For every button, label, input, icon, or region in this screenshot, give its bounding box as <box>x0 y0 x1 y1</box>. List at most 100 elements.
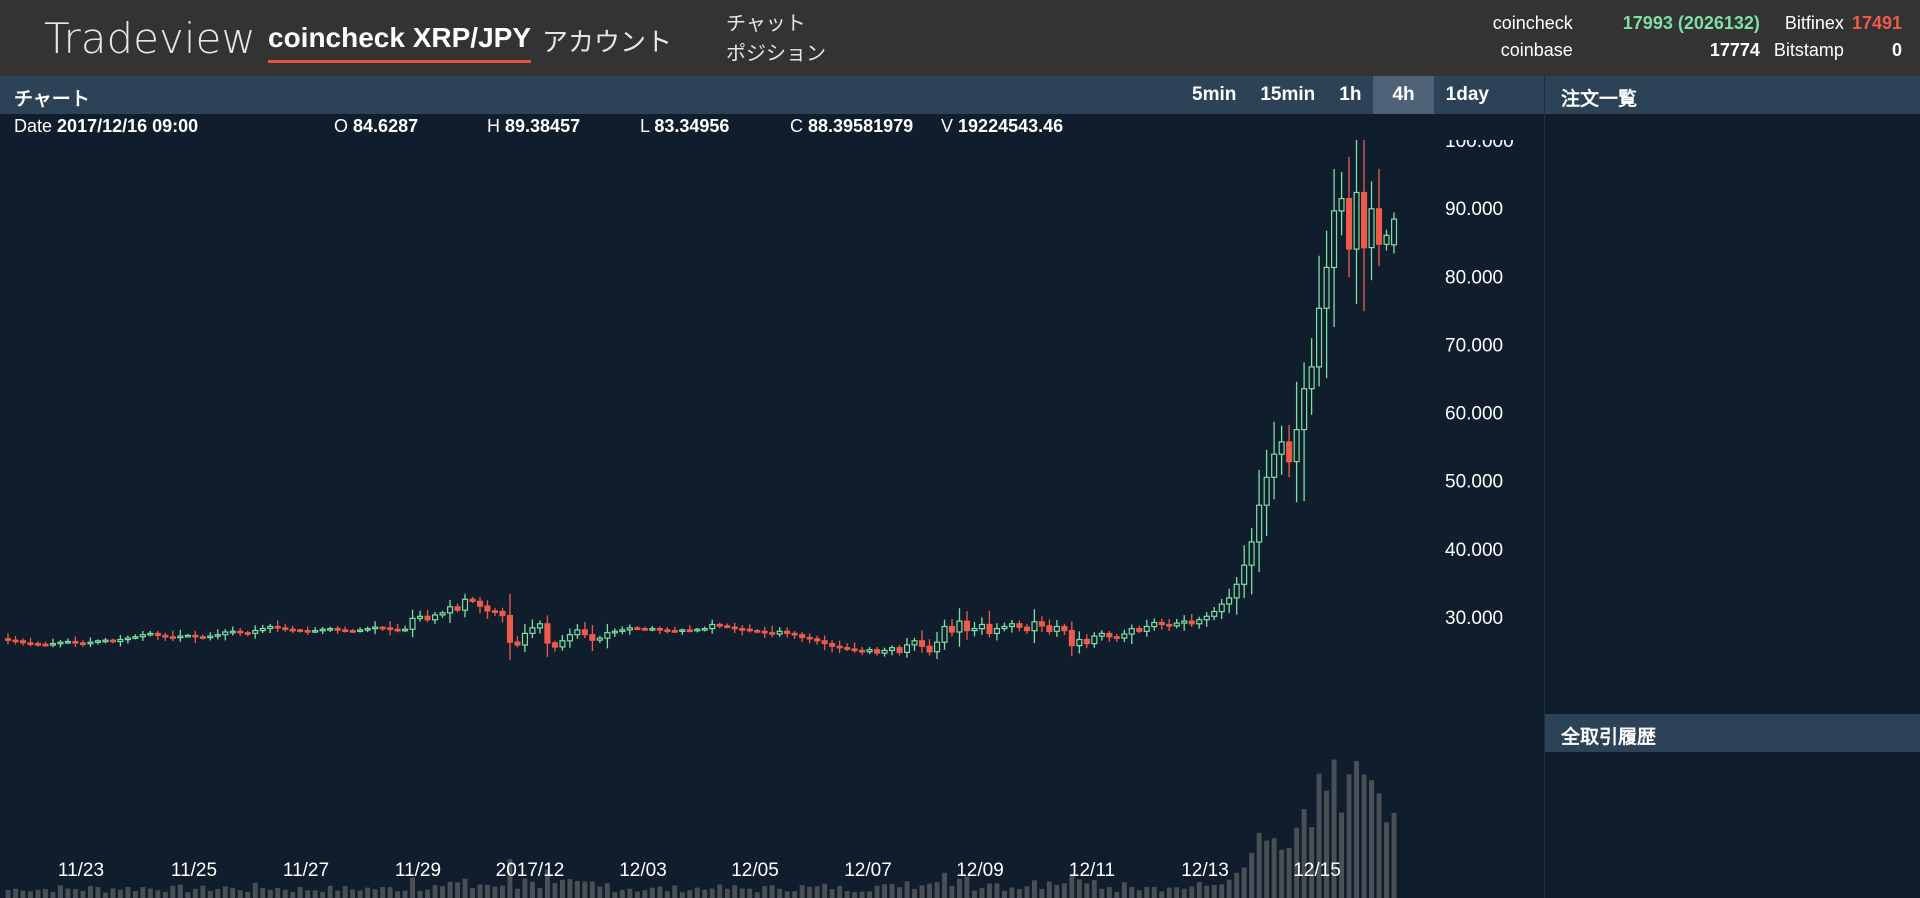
candle-up <box>124 637 131 641</box>
volume-bar <box>1316 773 1322 898</box>
volume-bar <box>252 882 258 898</box>
candle-up <box>1248 541 1255 566</box>
volume-bar <box>582 881 588 898</box>
interval-15min-button[interactable]: 15min <box>1260 84 1316 105</box>
volume-bar <box>327 885 333 898</box>
brand-logo[interactable]: Tradeview <box>44 14 256 63</box>
candle-up <box>993 628 1001 635</box>
volume-bar <box>1189 886 1195 898</box>
volume-bar <box>1121 882 1127 898</box>
candle-up <box>941 625 948 643</box>
low-value: 83.34956 <box>654 116 730 136</box>
volume-bar <box>207 890 213 898</box>
candle-up <box>933 641 941 653</box>
volume-bar <box>717 884 723 898</box>
volume-bar <box>447 881 453 898</box>
volume-bar <box>432 885 438 898</box>
candle-down <box>806 636 813 640</box>
volume-bar <box>1032 880 1037 898</box>
y-axis-tick-label: 90.000 <box>1445 199 1503 220</box>
candle-down <box>656 628 663 631</box>
candle-up <box>521 632 529 646</box>
candle-down <box>844 647 851 650</box>
nav-position-link[interactable]: ポジション <box>726 43 826 65</box>
volume-bar <box>792 891 798 898</box>
volume-label: V <box>941 116 954 136</box>
x-axis-tick-label: 2017/12 <box>496 860 565 881</box>
volume-bar <box>1114 891 1120 898</box>
tab-account[interactable]: アカウント <box>542 27 673 57</box>
exchange-name: coincheck <box>1492 13 1573 33</box>
volume-bar <box>305 890 311 898</box>
candle-up <box>694 628 701 632</box>
volume-bar <box>95 887 101 898</box>
volume-bar <box>410 877 415 898</box>
volume-bar <box>147 888 153 898</box>
volume-bar <box>1331 759 1337 898</box>
volume-bar <box>1017 889 1022 898</box>
candle-down <box>394 628 401 632</box>
volume-bar <box>1039 889 1045 898</box>
volume-bar <box>994 883 1000 898</box>
candlestick-chart[interactable]: 100.000 90.000 80.000 70.000 60.000 50.000 40.… <box>0 140 1544 898</box>
candle-up <box>1368 208 1375 249</box>
volume-bar <box>1166 887 1172 898</box>
candle-down <box>514 641 521 646</box>
volume-bar <box>1256 832 1262 898</box>
volume-bar <box>440 886 445 898</box>
candle-up <box>596 637 603 641</box>
candle-up <box>881 649 888 654</box>
candle-down <box>484 605 491 612</box>
volume-bar <box>747 888 753 898</box>
candle-up <box>207 635 214 639</box>
candle-down <box>544 623 551 644</box>
interval-1day-button[interactable]: 1day <box>1445 84 1489 105</box>
candle-up <box>1226 597 1233 605</box>
volume-bar <box>275 888 281 898</box>
side-panel: 注文一覧 全取引履歴 <box>1544 76 1920 898</box>
volume-bar <box>807 886 813 898</box>
candle-down <box>918 640 926 647</box>
interval-1h-button[interactable]: 1h <box>1339 84 1362 105</box>
volume-bar <box>1024 886 1030 898</box>
volume-bar <box>942 872 947 898</box>
volume-bar <box>1144 886 1150 898</box>
nav-chat-link[interactable]: チャット <box>726 13 806 35</box>
candle-up <box>1293 429 1300 463</box>
candle-up <box>956 620 963 633</box>
candle-down <box>42 643 49 647</box>
volume-bar <box>702 889 708 898</box>
candle-down <box>1158 621 1165 626</box>
volume-bar <box>43 889 48 898</box>
volume-bar <box>882 884 887 898</box>
candle-down <box>1046 625 1053 632</box>
close-label: C <box>790 116 803 136</box>
interval-4h-button[interactable]: 4h <box>1373 76 1434 114</box>
volume-bar <box>58 885 63 898</box>
candle-up <box>978 623 986 630</box>
candle-up <box>1151 621 1158 628</box>
volume-bar <box>597 886 603 898</box>
volume-bar <box>20 890 26 898</box>
volume-bar <box>237 890 243 898</box>
candle-down <box>581 629 588 636</box>
volume-bar <box>485 884 490 898</box>
candle-down <box>1038 621 1045 627</box>
candle-up <box>776 630 783 635</box>
x-axis-tick-label: 11/29 <box>395 860 441 881</box>
volume-bar <box>73 889 78 898</box>
volume-bar <box>1339 812 1344 898</box>
volume-bar <box>889 884 895 898</box>
interval-5min-button[interactable]: 5min <box>1192 84 1237 105</box>
candle-up <box>177 635 184 639</box>
candle-down <box>19 640 27 644</box>
volume-bar <box>335 890 341 898</box>
candle-up <box>626 627 633 631</box>
volume-bar <box>132 891 138 898</box>
candle-down <box>814 638 821 642</box>
candle-down <box>784 630 791 634</box>
volume-bar <box>949 885 955 898</box>
tab-pair[interactable]: coincheck XRP/JPY <box>268 22 532 63</box>
candle-up <box>417 615 424 619</box>
candle-up <box>574 629 581 636</box>
